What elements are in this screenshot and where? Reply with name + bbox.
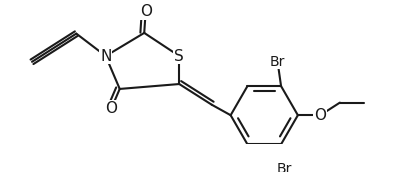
Text: Br: Br	[277, 162, 292, 172]
Text: O: O	[314, 108, 326, 123]
Text: Br: Br	[270, 55, 285, 69]
Text: N: N	[100, 49, 112, 63]
Text: O: O	[140, 4, 152, 19]
Text: O: O	[105, 101, 117, 116]
Text: S: S	[175, 49, 184, 63]
